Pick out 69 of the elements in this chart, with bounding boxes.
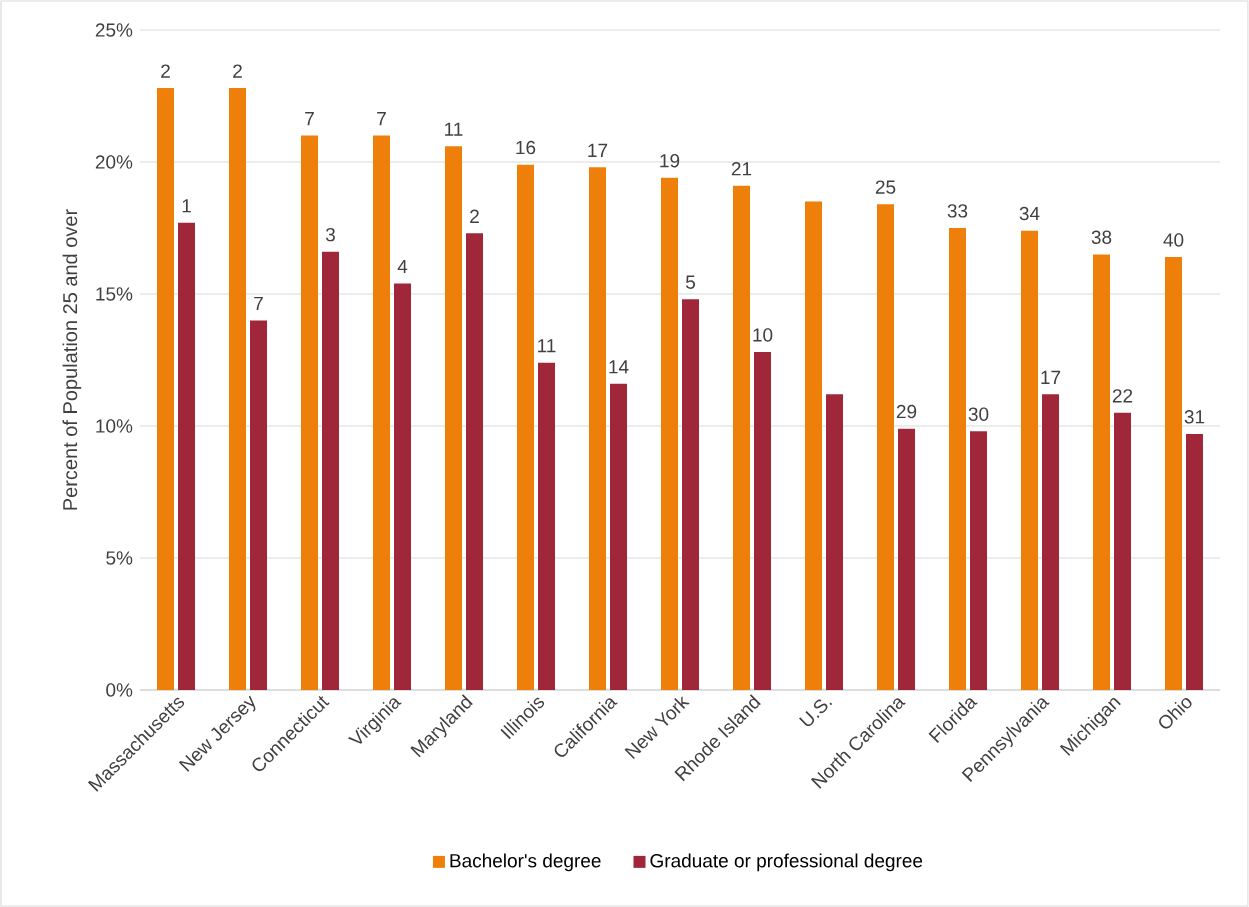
x-tick-label: Ohio bbox=[1159, 698, 1192, 729]
y-tick-label: 15% bbox=[96, 287, 133, 301]
bar bbox=[517, 164, 534, 690]
annotation: 14 bbox=[609, 360, 629, 374]
bar bbox=[610, 383, 627, 690]
annotation: 25 bbox=[875, 180, 896, 194]
legend-label: Graduate or professional degree bbox=[650, 853, 923, 872]
bar bbox=[229, 88, 247, 690]
bar bbox=[661, 177, 679, 690]
bar bbox=[178, 222, 195, 690]
bar bbox=[1186, 433, 1203, 690]
bar bbox=[589, 167, 606, 690]
bar bbox=[445, 146, 463, 690]
annotation: 33 bbox=[947, 204, 968, 218]
annotation: 2 bbox=[470, 209, 479, 223]
annotation: 22 bbox=[1112, 389, 1133, 403]
bar bbox=[733, 185, 750, 690]
bar bbox=[322, 251, 339, 690]
bar bbox=[949, 228, 966, 690]
annotation: 19 bbox=[660, 153, 680, 168]
annotation: 16 bbox=[516, 140, 536, 155]
bar bbox=[877, 204, 895, 690]
bar bbox=[157, 88, 174, 690]
bar bbox=[1114, 412, 1132, 690]
annotation: 1 bbox=[182, 199, 191, 213]
bar bbox=[1021, 230, 1038, 690]
annotation: 21 bbox=[731, 162, 752, 176]
annotation: 7 bbox=[377, 112, 386, 126]
bar bbox=[250, 320, 268, 690]
annotation: 17 bbox=[588, 143, 608, 157]
annotation: 17 bbox=[1041, 370, 1061, 384]
annotation: 4 bbox=[397, 259, 408, 274]
legend-label: Bachelor's degree bbox=[450, 853, 601, 872]
annotation: 2 bbox=[233, 64, 242, 78]
bar bbox=[682, 299, 700, 690]
annotation: 38 bbox=[1091, 230, 1112, 244]
bar bbox=[826, 394, 843, 690]
annotation: 5 bbox=[685, 275, 696, 289]
y-tick-label: 0% bbox=[106, 683, 133, 697]
bar bbox=[898, 428, 916, 690]
annotation: 10 bbox=[753, 328, 773, 342]
annotation: 29 bbox=[896, 404, 917, 419]
annotation: 40 bbox=[1163, 233, 1184, 247]
bar bbox=[466, 233, 484, 690]
bar bbox=[1165, 257, 1182, 690]
y-tick-label: 25% bbox=[95, 23, 133, 37]
y-tick-label: 10% bbox=[96, 419, 133, 433]
annotation: 30 bbox=[968, 407, 989, 421]
bar bbox=[373, 135, 390, 690]
bar bbox=[754, 352, 771, 690]
bar bbox=[538, 362, 555, 690]
bar bbox=[805, 201, 822, 690]
bar bbox=[394, 283, 411, 690]
annotation: 3 bbox=[325, 227, 335, 242]
annotation: 11 bbox=[538, 339, 556, 353]
annotation: 31 bbox=[1184, 410, 1205, 424]
annotation: 7 bbox=[305, 112, 314, 126]
bar bbox=[970, 431, 987, 690]
bar bbox=[1042, 394, 1059, 690]
y-tick-label: 20% bbox=[95, 155, 133, 169]
bar bbox=[301, 135, 318, 690]
bar bbox=[1093, 254, 1111, 690]
y-axis-title: Percent of Population 25 and over bbox=[62, 209, 82, 510]
x-tick-label: U.S. bbox=[799, 699, 833, 727]
annotation: 2 bbox=[161, 64, 170, 78]
y-tick-label: 5% bbox=[106, 551, 133, 565]
annotation: 34 bbox=[1019, 206, 1040, 221]
annotation: 11 bbox=[445, 122, 463, 136]
annotation: 7 bbox=[254, 296, 263, 310]
